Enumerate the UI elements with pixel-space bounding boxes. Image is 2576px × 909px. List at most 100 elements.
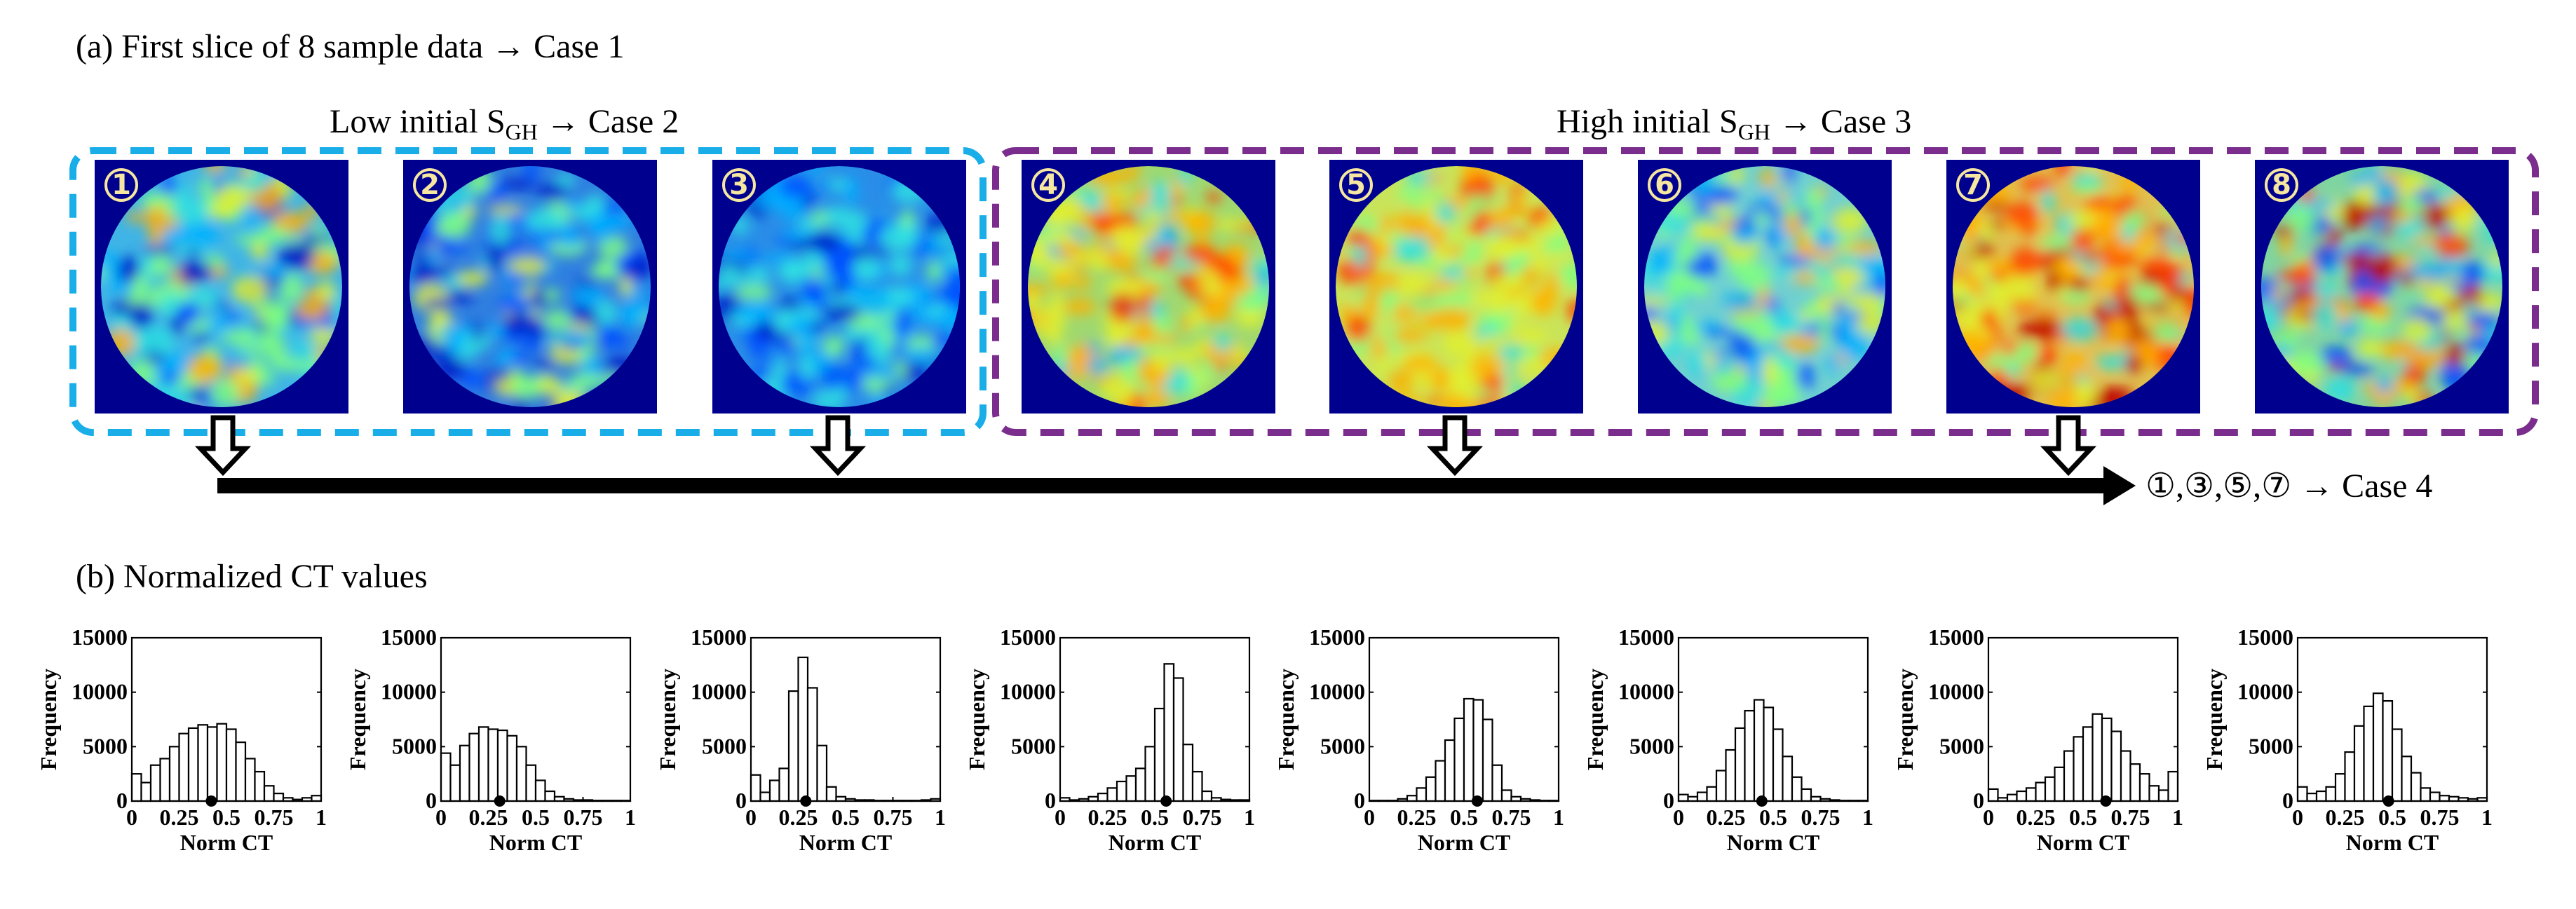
y-tick-label: 0	[1973, 788, 1984, 813]
histogram-bar	[2167, 770, 2179, 802]
y-tick-label: 15000	[381, 624, 437, 650]
ct-slice-4: 4	[1022, 160, 1275, 414]
y-tick-label: 5000	[1939, 733, 1984, 758]
x-tick-label: 0.5	[2378, 805, 2406, 830]
histogram-bar	[254, 770, 266, 802]
x-axis-label: Norm CT	[2346, 830, 2439, 855]
histogram-bar	[1791, 776, 1803, 802]
down-arrow-1	[194, 415, 252, 477]
mean-marker	[1756, 795, 1768, 807]
y-tick-label: 15000	[1000, 624, 1056, 650]
histogram-bar	[159, 758, 171, 802]
histogram-bar	[496, 729, 508, 802]
ct-slice-texture	[101, 166, 342, 407]
histogram-bar	[1144, 746, 1156, 802]
y-tick-label: 10000	[1618, 679, 1674, 704]
high-sgh-group-box	[992, 147, 2539, 436]
long-arrow-shaft	[217, 478, 2110, 493]
histogram-bar	[2044, 776, 2056, 802]
y-tick-label: 15000	[2237, 624, 2293, 650]
y-axis-label: Frequency	[1892, 669, 1918, 770]
histogram-bar	[2073, 736, 2084, 802]
histogram-bar	[244, 758, 256, 802]
histogram-bar	[1416, 787, 1428, 802]
histogram-bar	[2391, 728, 2403, 802]
case4-label: ①,③,⑤,⑦ → Case 4	[2145, 467, 2432, 505]
histogram-bar	[2148, 785, 2160, 802]
histogram-bar	[1406, 795, 1418, 802]
histogram-bar	[225, 728, 237, 802]
ct-slice-texture	[2261, 166, 2502, 407]
histogram-bar	[235, 741, 247, 802]
sample-number-badge: 4	[1031, 168, 1065, 202]
x-axis-label: Norm CT	[1727, 830, 1819, 855]
sample-number: 4	[1038, 169, 1058, 201]
y-axis-label: Frequency	[345, 669, 370, 770]
x-tick-label: 1	[1553, 805, 1564, 830]
histogram-bar	[1453, 717, 1465, 802]
histogram-bar	[1435, 760, 1446, 802]
x-tick-label: 0.25	[779, 805, 818, 830]
x-tick-label: 0.5	[1141, 805, 1169, 830]
histogram-bar	[787, 690, 799, 802]
down-arrow-7	[2040, 415, 2097, 477]
histogram-bar	[759, 791, 771, 802]
ct-slice-6: 6	[1638, 160, 1892, 414]
histogram-bar	[1463, 697, 1475, 802]
histogram-bar	[1734, 727, 1746, 802]
x-tick-label: 0.5	[212, 805, 240, 830]
histogram-bar	[487, 728, 499, 802]
mean-marker	[1160, 795, 1172, 807]
x-tick-label: 0.25	[2326, 805, 2365, 830]
histogram-bar	[2025, 787, 2037, 802]
histogram-bar	[1500, 789, 1512, 802]
histogram-bar	[2306, 793, 2318, 802]
histogram-bar	[1116, 780, 1127, 802]
y-tick-label: 0	[1045, 788, 1056, 813]
x-tick-label: 0.75	[2111, 805, 2150, 830]
histogram-bar	[459, 744, 470, 802]
histogram-bar	[768, 779, 780, 802]
histogram-bar	[2110, 730, 2122, 802]
histogram-bar	[1153, 707, 1165, 802]
histogram-bar	[2006, 793, 2018, 802]
histogram-bar	[477, 726, 489, 802]
x-tick-label: 0	[435, 805, 447, 830]
histogram-bar	[311, 795, 323, 802]
histogram-bar	[1191, 770, 1203, 802]
group-high-label: High initial SGH → Case 3	[1557, 103, 1911, 144]
histogram-bar	[515, 746, 527, 802]
x-axis-label: Norm CT	[180, 830, 273, 855]
mean-marker	[800, 795, 812, 807]
y-axis-label: Frequency	[1273, 669, 1299, 770]
x-tick-label: 0.5	[832, 805, 860, 830]
y-tick-label: 10000	[691, 679, 747, 704]
down-arrow-3	[809, 415, 867, 477]
x-tick-label: 0.5	[1759, 805, 1787, 830]
histogram-bar	[2420, 787, 2432, 802]
histogram-bar	[1106, 787, 1118, 802]
y-tick-label: 5000	[83, 733, 128, 758]
histogram-bar	[2372, 692, 2384, 802]
x-axis-label: Norm CT	[2037, 830, 2129, 855]
y-axis-label: Frequency	[2202, 669, 2227, 770]
panel-a-title: (a) First slice of 8 sample data → Case …	[76, 28, 624, 65]
histogram-bar	[806, 687, 818, 802]
x-tick-label: 0	[2292, 805, 2303, 830]
x-tick-label: 0	[1983, 805, 1994, 830]
histogram-bar	[1696, 791, 1708, 802]
panel-b-title: (b) Normalized CT values	[76, 558, 428, 595]
histogram-bar	[197, 724, 209, 802]
x-axis-label: Norm CT	[799, 830, 892, 855]
group-low-label: Low initial SGH → Case 2	[330, 103, 679, 144]
ct-slice-2: 2	[403, 160, 657, 414]
y-tick-label: 10000	[72, 679, 128, 704]
x-tick-label: 1	[1244, 805, 1255, 830]
sample-number-badge: 8	[2265, 168, 2298, 202]
histogram-bar	[2016, 790, 2028, 802]
sample-number-badge: 1	[104, 168, 138, 202]
sample-number: 2	[420, 169, 440, 201]
histogram-bar	[206, 726, 218, 802]
mean-marker	[205, 795, 217, 807]
